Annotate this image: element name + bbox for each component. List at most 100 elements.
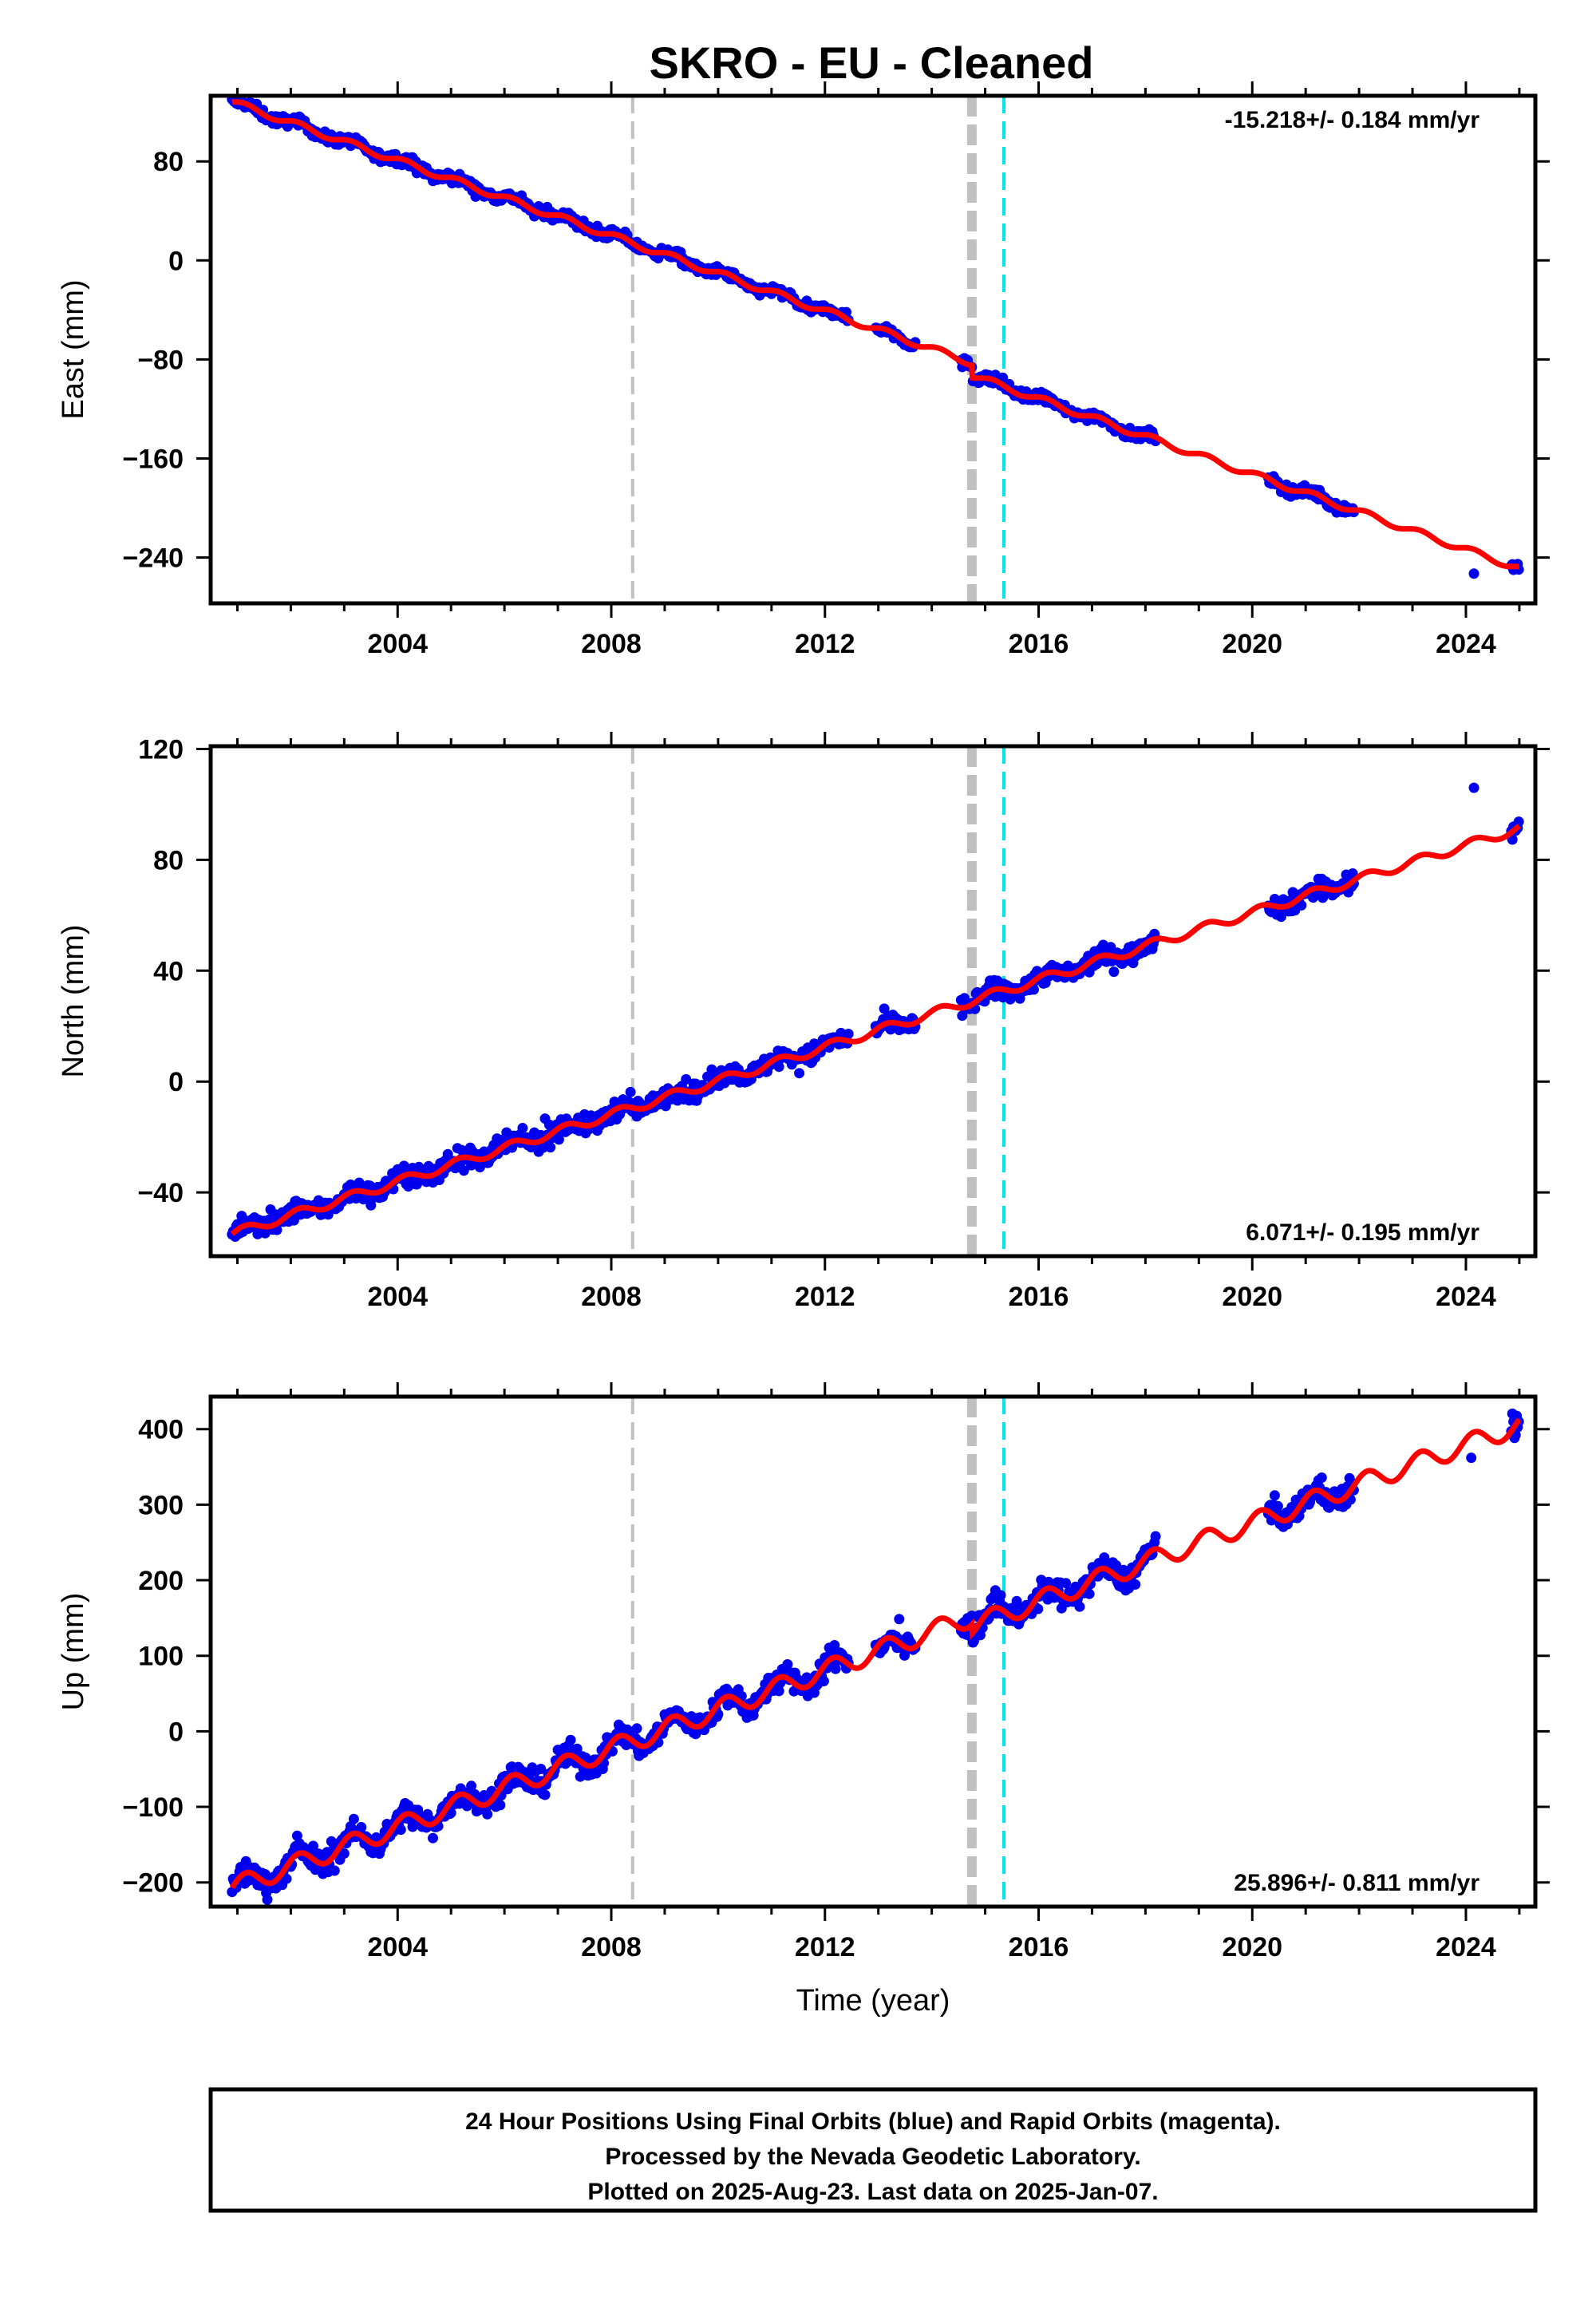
- y-tick-label: −80: [137, 345, 184, 375]
- x-tick-label: 2004: [367, 629, 428, 659]
- data-point: [428, 1832, 438, 1844]
- x-tick-label: 2008: [581, 1282, 642, 1312]
- x-tick-label: 2012: [795, 1932, 855, 1962]
- data-point: [565, 1734, 576, 1745]
- footer-line-3: Plotted on 2025-Aug-23. Last data on 202…: [587, 2179, 1158, 2205]
- data-point: [1468, 568, 1479, 579]
- north-panel: 2004 2008 2012 2016 2020 2024 −40 0 40 80 120 North…: [57, 732, 1550, 1312]
- data-point: [1468, 782, 1479, 793]
- data-point: [365, 1199, 377, 1211]
- y-tick-label: 200: [138, 1566, 184, 1596]
- data-point: [631, 1723, 642, 1734]
- x-tick-label: 2008: [581, 1932, 642, 1962]
- y-tick-label: −100: [122, 1792, 184, 1823]
- data-point: [1269, 1490, 1280, 1501]
- data-point: [466, 1780, 477, 1792]
- data-point: [571, 1743, 583, 1754]
- y-tick-label: 80: [153, 147, 184, 177]
- data-point: [1130, 1579, 1141, 1590]
- x-tick-label: 2008: [581, 629, 642, 659]
- plot-frame: [208, 1394, 1538, 1909]
- x-tick-label: 2020: [1222, 1932, 1282, 1962]
- y-tick-label: −240: [122, 543, 184, 574]
- footer-line-1: 24 Hour Positions Using Final Orbits (bl…: [465, 2109, 1281, 2135]
- data-point: [482, 1808, 493, 1820]
- up-panel: 2004 2008 2012 2016 2020 2024 −200 −100 0 100 200 3…: [57, 1382, 1550, 2018]
- data-point: [262, 1894, 273, 1905]
- x-tick-label: 2020: [1222, 629, 1282, 659]
- data-point: [1074, 1601, 1085, 1612]
- x-tick-label: 2020: [1222, 1282, 1282, 1312]
- data-point: [545, 1142, 556, 1153]
- data-point: [395, 1824, 406, 1836]
- data-point: [625, 1086, 636, 1097]
- x-axis-label: Time (year): [796, 1984, 950, 2018]
- figure-title: SKRO - EU - Cleaned: [650, 38, 1094, 88]
- data-point: [338, 1848, 350, 1859]
- x-tick-label: 2024: [1436, 629, 1496, 659]
- data-point: [329, 1865, 340, 1876]
- y-axis-label: Up (mm): [57, 1593, 90, 1711]
- data-point: [1316, 1472, 1327, 1483]
- data-point: [458, 1165, 469, 1176]
- data-point: [1061, 1578, 1072, 1589]
- model-line: [231, 99, 1519, 570]
- footer-border: [208, 2087, 1538, 2213]
- y-axis-label: North (mm): [57, 924, 90, 1077]
- model-line: [229, 1417, 1522, 1890]
- data-point: [348, 1813, 359, 1824]
- y-tick-label: −200: [122, 1868, 184, 1899]
- y-tick-label: 300: [138, 1490, 184, 1520]
- y-axis-label: East (mm): [57, 279, 90, 419]
- y-tick-label: 0: [168, 1717, 184, 1747]
- y-tick-label: 80: [153, 845, 184, 875]
- x-tick-label: 2016: [1009, 1932, 1069, 1962]
- data-point: [495, 1800, 506, 1811]
- data-point: [1150, 1531, 1161, 1542]
- data-point: [1029, 984, 1039, 995]
- data-point: [843, 1029, 854, 1039]
- y-tick-label: −160: [122, 445, 184, 475]
- y-tick-label: 120: [138, 734, 184, 765]
- y-tick-label: 40: [153, 956, 184, 986]
- data-point: [1275, 911, 1286, 923]
- data-point: [773, 1061, 784, 1073]
- x-tick-label: 2012: [795, 629, 855, 659]
- data-point: [553, 1134, 564, 1145]
- data-point: [1466, 1452, 1477, 1464]
- data-point: [1108, 966, 1120, 978]
- data-point: [818, 1676, 829, 1686]
- x-tick-label: 2004: [367, 1282, 428, 1312]
- data-point: [782, 1659, 793, 1670]
- data-point: [995, 1590, 1006, 1601]
- plot-frame: [208, 744, 1538, 1259]
- velocity-annotation: -15.218+/- 0.184 mm/yr: [1225, 107, 1480, 133]
- y-tick-label: 400: [138, 1415, 184, 1445]
- velocity-annotation: 25.896+/- 0.811 mm/yr: [1234, 1870, 1479, 1896]
- data-point: [830, 1663, 841, 1674]
- data-point: [1296, 899, 1307, 911]
- data-point: [308, 1840, 318, 1852]
- data-point: [517, 1123, 528, 1133]
- x-tick-label: 2016: [1009, 629, 1069, 659]
- data-point: [681, 1073, 692, 1085]
- velocity-annotation: 6.071+/- 0.195 mm/yr: [1246, 1219, 1479, 1246]
- data-point: [1033, 1603, 1044, 1614]
- data-point: [894, 1614, 905, 1625]
- x-tick-label: 2024: [1436, 1932, 1496, 1962]
- x-tick-label: 2024: [1436, 1282, 1496, 1312]
- data-point: [1513, 816, 1524, 828]
- x-tick-label: 2012: [795, 1282, 855, 1312]
- data-point: [539, 1789, 551, 1800]
- east-panel: 2004 2008 2012 2016 2020 2024 −240 −160 −80 0 80 Ea…: [57, 81, 1550, 659]
- data-point: [794, 1068, 805, 1079]
- y-tick-label: 0: [168, 246, 184, 276]
- y-tick-label: 0: [168, 1067, 184, 1097]
- x-tick-label: 2004: [367, 1932, 428, 1962]
- footer-line-2: Processed by the Nevada Geodetic Laborat…: [605, 2144, 1140, 2170]
- y-tick-label: −40: [137, 1178, 184, 1208]
- data-point: [1084, 1588, 1095, 1599]
- data-point: [281, 1873, 292, 1884]
